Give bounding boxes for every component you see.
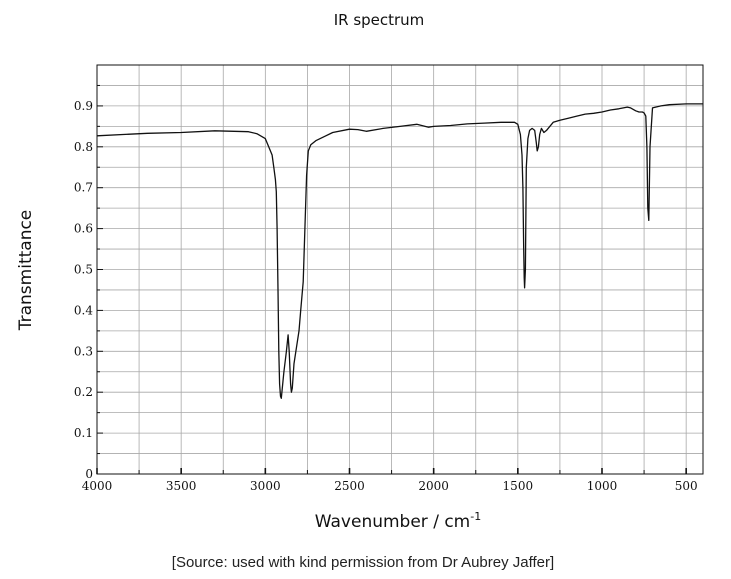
x-axis-label: Wavenumber / cm-1 [315,510,481,532]
x-axis-label-text: Wavenumber / cm [315,512,470,532]
y-tick-labels: 0 0.1 0.2 0.3 0.4 0.5 0.6 0.7 0.8 0.9 [74,99,93,481]
y-tick-label: 0.4 [74,303,93,317]
x-axis-label-superscript: -1 [470,510,481,523]
x-tick-label: 1000 [587,479,618,493]
x-tick-label: 500 [675,479,698,493]
x-tick-label: 2000 [418,479,449,493]
y-tick-label: 0.2 [74,385,93,399]
x-tick-label: 3000 [250,479,281,493]
y-tick-label: 0.5 [74,263,93,277]
y-tick-label: 0.7 [74,181,93,195]
y-tick-label: 0.8 [74,140,93,154]
axis-ticks [96,84,687,474]
source-note: [Source: used with kind permission from … [172,554,554,571]
y-tick-label: 0.6 [74,222,93,236]
x-tick-labels: 4000 3500 3000 2500 2000 1500 1000 500 [82,479,698,493]
chart-title: IR spectrum [334,11,425,29]
y-tick-label: 0.9 [74,99,93,113]
x-tick-label: 3500 [166,479,197,493]
y-tick-label: 0 [85,467,93,481]
x-tick-label: 4000 [82,479,113,493]
x-tick-label: 2500 [334,479,365,493]
y-tick-label: 0.3 [74,344,93,358]
y-tick-label: 0.1 [74,426,93,440]
x-tick-label: 1500 [503,479,534,493]
y-axis-label: Transmittance [16,210,36,332]
series-line-transmittance [96,103,703,399]
